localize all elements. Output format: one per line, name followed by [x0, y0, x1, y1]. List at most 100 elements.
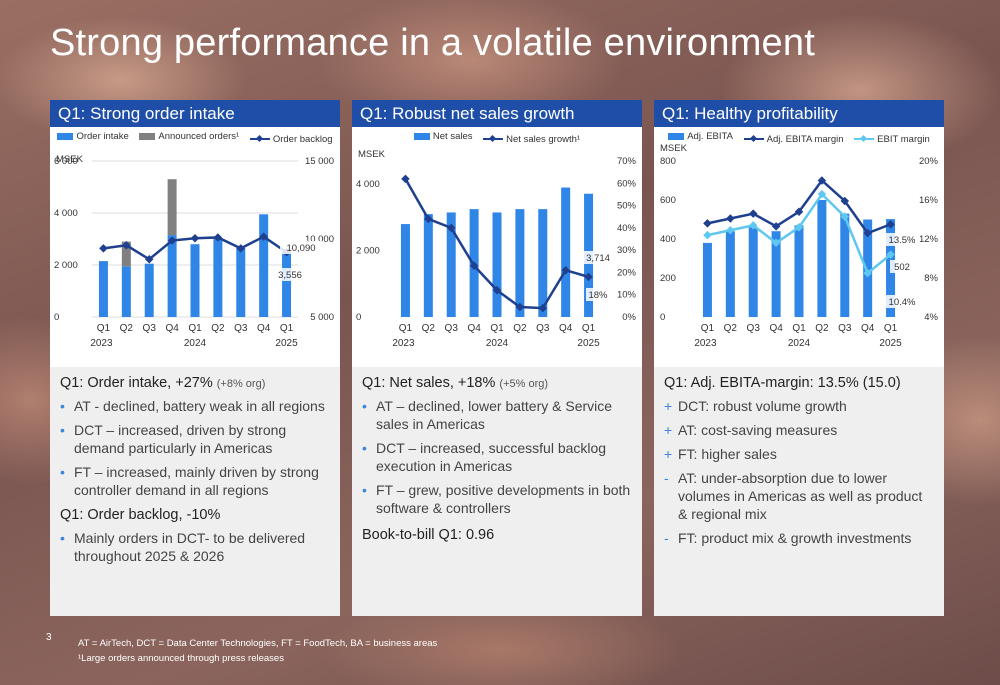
x-tick-label: Q1 — [701, 323, 715, 334]
bar — [748, 227, 758, 317]
bullet-item: - FT: product mix & growth investments — [664, 530, 912, 546]
bar — [538, 209, 548, 317]
chart-legend: Net sales Net sales growth¹ — [352, 131, 642, 145]
y2-tick-label: 50% — [617, 201, 637, 212]
x-tick-label: Q4 — [769, 323, 783, 334]
x-tick-label: Q1 — [582, 323, 596, 334]
x-tick-label: Q3 — [536, 323, 550, 334]
bullet-item: + AT: cost-saving measures — [664, 422, 838, 438]
bullet-item: + FT: higher sales — [664, 446, 777, 462]
book-to-bill: Book-to-bill Q1: 0.96 — [362, 527, 495, 543]
line-marker — [446, 223, 456, 233]
summary-heading: Q1: Order backlog, -10% — [60, 507, 221, 523]
bar — [492, 212, 502, 317]
data-label: 10,090 — [286, 243, 315, 254]
summary-heading: Q1: Order intake, +27% (+8% org) — [60, 375, 266, 391]
y2-tick-label: 70% — [617, 156, 637, 167]
legend-item: Adj. EBITA — [668, 131, 733, 142]
line-marker — [561, 265, 570, 275]
line-marker — [726, 214, 735, 223]
y2-tick-label: 15 000 — [305, 156, 334, 167]
data-label-bg — [884, 233, 920, 246]
line-marker — [863, 228, 872, 238]
bullet-item: - AT: under-absorption due to lower volum… — [664, 470, 923, 522]
legend-item: EBIT margin — [854, 134, 930, 145]
chart-svg: MSEK 800 600 400 200 0 20% 16% 12% 8% 4% Q1 Q2 Q3 Q4 Q1… — [660, 143, 939, 349]
y-tick-label: 800 — [660, 156, 676, 167]
bar — [840, 213, 850, 317]
line-marker — [122, 240, 131, 250]
data-label: 3,714 — [586, 253, 610, 264]
y2-tick-label: 60% — [617, 178, 637, 189]
x-tick-label: Q2 — [211, 323, 225, 334]
x-tick-label: Q2 — [513, 323, 527, 334]
bar — [190, 244, 200, 317]
axis-unit: MSEK — [56, 154, 84, 165]
year-label: 2024 — [788, 338, 811, 349]
footnote: AT = AirTech, DCT = Data Center Technolo… — [78, 638, 438, 649]
year-label: 2023 — [694, 338, 717, 349]
order-intake-panel: Q1: Strong order intake Order intake Ann… — [50, 100, 340, 616]
panel-title: Q1: Strong order intake — [50, 100, 340, 127]
x-tick-label: Q1 — [97, 323, 111, 334]
line-marker — [190, 233, 200, 243]
x-tick-label: Q3 — [143, 323, 157, 334]
y-tick-label: 2 000 — [356, 246, 380, 257]
x-tick-label: Q4 — [861, 323, 875, 334]
bar — [167, 235, 177, 317]
x-tick-label: Q2 — [724, 323, 738, 334]
line-marker — [817, 189, 827, 199]
line-marker — [886, 220, 895, 229]
y2-tick-label: 10% — [617, 290, 637, 301]
line-marker — [167, 236, 177, 245]
x-tick-label: Q1 — [188, 323, 202, 334]
line-marker — [703, 219, 712, 228]
year-label: 2025 — [879, 338, 902, 349]
data-label: 10.4% — [889, 297, 916, 308]
x-tick-label: Q2 — [422, 323, 436, 334]
y2-tick-label: 30% — [617, 245, 637, 256]
year-label: 2024 — [486, 338, 509, 349]
x-tick-label: Q4 — [559, 323, 573, 334]
line-marker — [99, 244, 108, 253]
legend-item: Net sales growth¹ — [483, 134, 580, 145]
page-title: Strong performance in a volatile environ… — [50, 22, 815, 64]
bullet-item: • FT – increased, mainly driven by strong… — [60, 464, 319, 498]
line-marker — [886, 250, 895, 259]
x-tick-label: Q4 — [467, 323, 481, 334]
y2-tick-label: 12% — [919, 234, 939, 245]
y-tick-label: 200 — [660, 273, 676, 284]
x-tick-label: Q3 — [838, 323, 852, 334]
panel-title: Q1: Robust net sales growth — [352, 100, 642, 127]
line-marker — [492, 286, 502, 295]
x-tick-label: Q3 — [445, 323, 459, 334]
year-label: 2024 — [184, 338, 207, 349]
bullet-item: • AT – declined, lower battery & Service … — [362, 398, 613, 432]
y-tick-label: 4 000 — [54, 208, 78, 219]
y-tick-label: 4 000 — [356, 179, 380, 190]
panel-title: Q1: Healthy profitability — [654, 100, 944, 127]
x-tick-label: Q4 — [257, 323, 271, 334]
bar — [446, 212, 456, 317]
line-marker — [515, 302, 525, 312]
y-tick-label: 0 — [54, 312, 59, 323]
line-marker — [236, 244, 246, 253]
data-label-bg — [280, 241, 322, 254]
x-tick-label: Q3 — [747, 323, 761, 334]
line-marker — [259, 232, 268, 241]
panel-text: Q1: Adj. EBITA-margin: 13.5% (15.0) + DCT… — [654, 367, 944, 561]
bar — [121, 266, 131, 317]
x-tick-label: Q1 — [399, 323, 413, 334]
line-marker — [771, 222, 781, 231]
bar — [794, 225, 804, 317]
line-marker — [817, 176, 827, 185]
bullet-item: • DCT – increased, driven by strong deman… — [60, 422, 287, 456]
y2-tick-label: 20% — [617, 267, 637, 278]
bullet-item: • Mainly orders in DCT- to be delivered t… — [60, 530, 306, 564]
footnotes: AT = AirTech, DCT = Data Center Technolo… — [78, 636, 437, 666]
page-number: 3 — [46, 632, 52, 643]
y2-tick-label: 8% — [924, 273, 938, 284]
bar — [771, 231, 781, 317]
y2-tick-label: 5 000 — [310, 312, 334, 323]
data-label: 13.5% — [889, 235, 916, 246]
